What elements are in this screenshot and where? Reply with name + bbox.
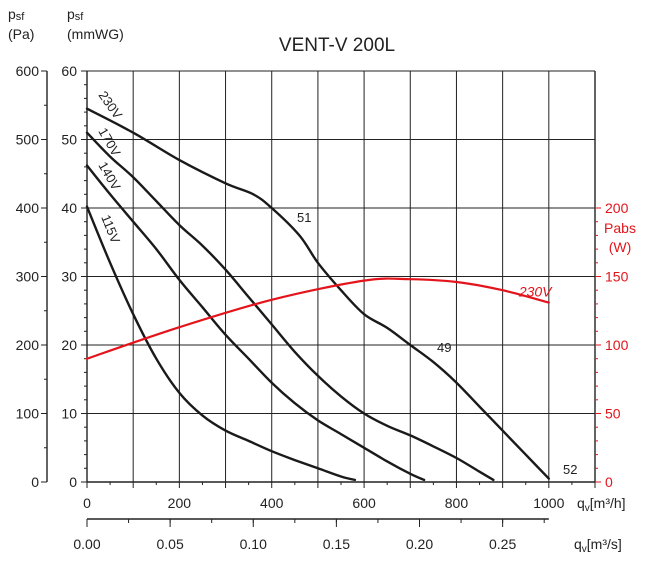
- pa-tick-label: 500: [16, 132, 40, 148]
- pressure-curve-115v: [85, 205, 357, 482]
- power-tick-label: 50: [605, 406, 621, 422]
- grid-layer: [87, 70, 596, 482]
- mmwg-axis-title: psf: [67, 6, 84, 23]
- m3h-tick-label: 400: [260, 495, 284, 511]
- m3h-tick-label: 600: [352, 495, 376, 511]
- operating-point-label: 51: [297, 210, 311, 225]
- pa-axis-unit: (Pa): [8, 26, 34, 42]
- power-curve-label: 230V: [518, 284, 553, 300]
- curves-layer: [85, 107, 550, 482]
- power-tick-label: 0: [605, 474, 613, 490]
- mmwg-tick-label: 60: [61, 63, 77, 79]
- m3s-tick-label: 0.05: [157, 536, 184, 552]
- mmwg-axis-unit: (mmWG): [67, 26, 124, 42]
- pa-tick-label: 400: [16, 200, 40, 216]
- pa-tick-label: 100: [16, 406, 40, 422]
- pressure-curve-label: 170V: [95, 125, 123, 159]
- pressure-curve-230v: [85, 107, 550, 480]
- mmwg-tick-label: 10: [61, 406, 77, 422]
- chart-title: VENT-V 200L: [279, 35, 395, 56]
- m3h-tick-label: 0: [83, 495, 91, 511]
- mmwg-tick-label: 0: [69, 474, 77, 490]
- operating-point-label: 49: [437, 340, 451, 355]
- m3s-tick-label: 0.10: [240, 536, 267, 552]
- axes-layer: [41, 70, 601, 527]
- pressure-curve-170v: [85, 131, 495, 482]
- m3h-tick-label: 1000: [533, 495, 564, 511]
- pa-tick-label: 0: [31, 474, 39, 490]
- pa-axis-title: psf: [8, 6, 25, 23]
- power-curve-230v: [85, 277, 550, 360]
- m3s-tick-label: 0.20: [406, 536, 433, 552]
- mmwg-tick-label: 50: [61, 132, 77, 148]
- pressure-curve-label: 230V: [96, 88, 126, 122]
- operating-point-label: 52: [563, 462, 577, 477]
- power-axis-unit: (W): [609, 239, 632, 255]
- m3h-axis-title: qv[m³/h]: [577, 495, 626, 514]
- pa-tick-label: 200: [16, 337, 40, 353]
- mmwg-tick-label: 30: [61, 269, 77, 285]
- power-tick-label: 100: [605, 337, 629, 353]
- mmwg-tick-label: 20: [61, 337, 77, 353]
- pa-tick-label: 600: [16, 63, 40, 79]
- power-tick-label: 150: [605, 269, 629, 285]
- m3s-tick-label: 0.00: [73, 536, 100, 552]
- power-tick-label: 200: [605, 200, 629, 216]
- pressure-curve-140v: [85, 164, 426, 482]
- pa-tick-label: 300: [16, 269, 40, 285]
- m3s-tick-label: 0.15: [323, 536, 350, 552]
- m3h-tick-label: 200: [168, 495, 192, 511]
- m3s-axis-title: qv[m³/s]: [574, 536, 622, 555]
- mmwg-tick-label: 40: [61, 200, 77, 216]
- m3s-tick-label: 0.25: [489, 536, 516, 552]
- power-axis-title: Pabs: [604, 220, 636, 236]
- m3h-tick-label: 800: [445, 495, 469, 511]
